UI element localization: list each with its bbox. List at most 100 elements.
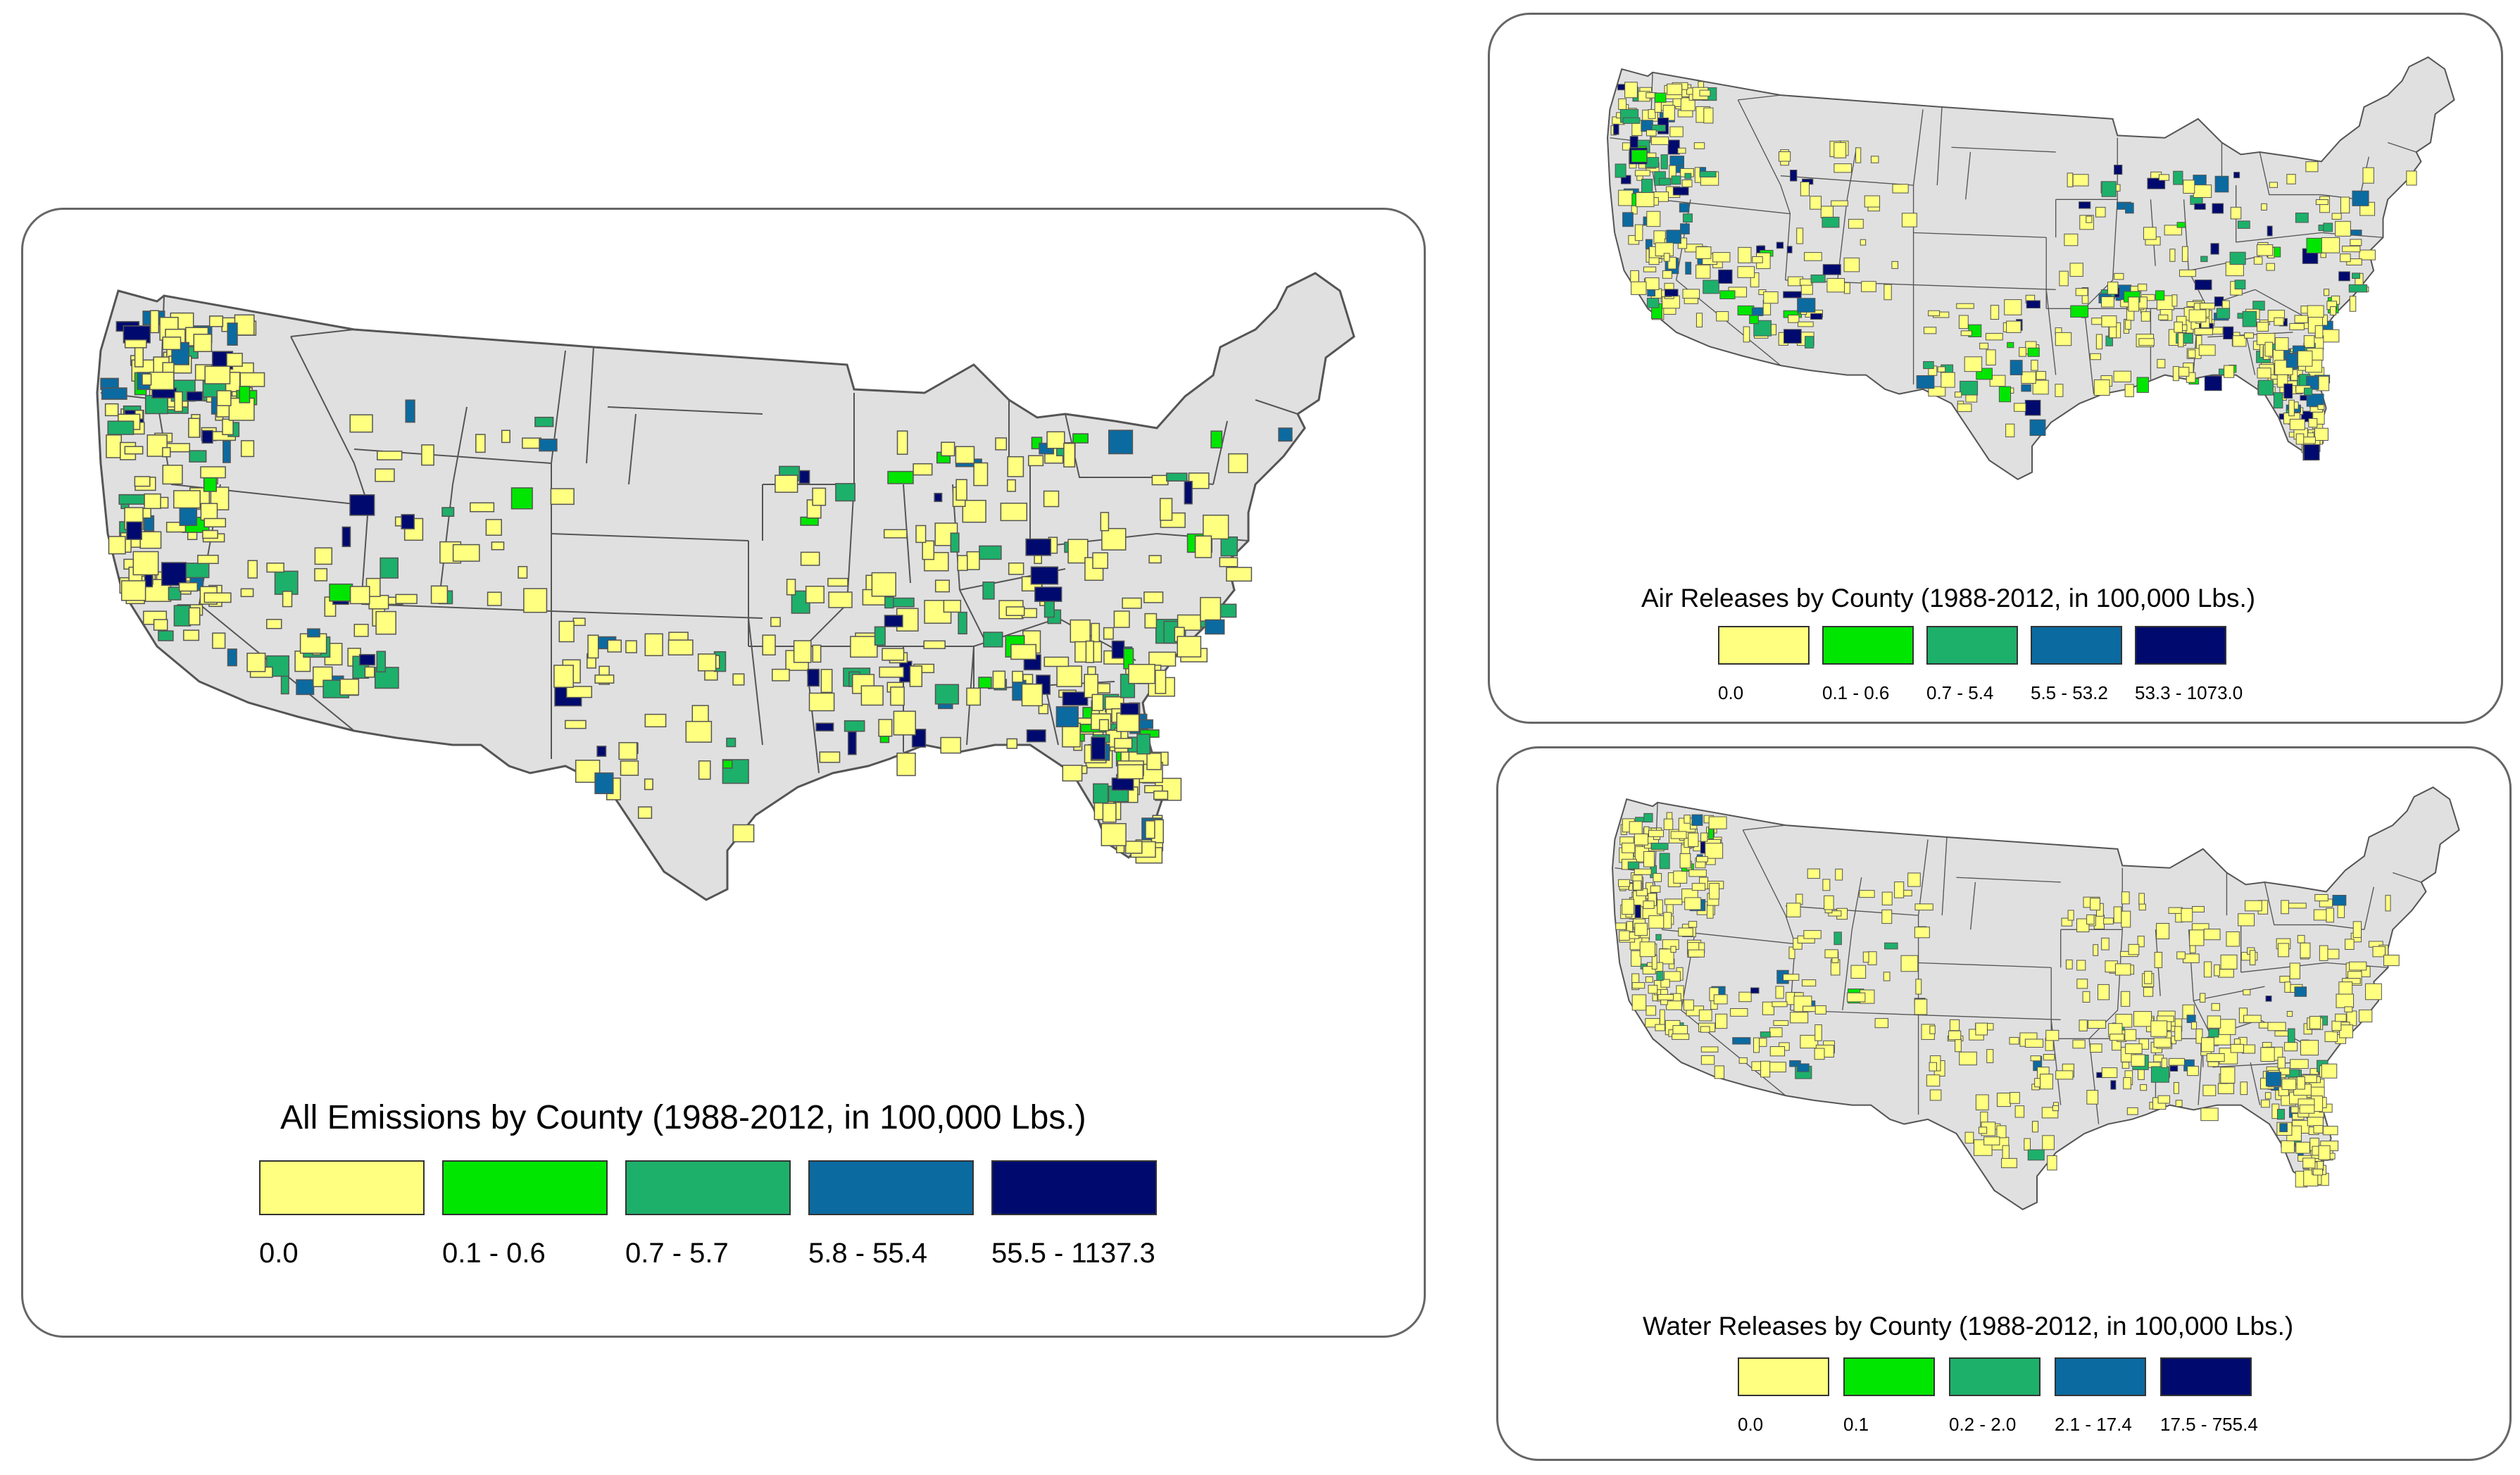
county-patch — [844, 720, 865, 732]
state-boundary — [1913, 232, 2047, 238]
county-patch — [2206, 1053, 2225, 1062]
county-patch — [667, 639, 694, 655]
state-boundary — [2393, 872, 2421, 883]
county-patch — [850, 636, 878, 658]
county-patch — [178, 582, 198, 592]
county-patch — [1884, 942, 1898, 950]
county-patch — [2314, 427, 2328, 441]
county-patch — [2295, 212, 2309, 223]
county-patch — [957, 555, 968, 571]
county-patch — [995, 437, 1008, 451]
county-patch — [637, 806, 653, 819]
county-patch — [2203, 929, 2221, 941]
county-patch — [1278, 427, 1293, 442]
county-patch — [884, 615, 903, 627]
state-boundary — [1965, 151, 1972, 200]
county-patch — [1797, 1063, 1810, 1072]
county-patch — [2157, 1095, 2171, 1104]
county-patch — [2113, 370, 2131, 383]
county-patch — [430, 585, 449, 604]
all-emissions-map — [96, 272, 1355, 901]
county-patch — [247, 560, 258, 579]
county-patch — [2237, 220, 2250, 229]
county-patch — [1914, 998, 1928, 1015]
county-patch — [2281, 1078, 2297, 1091]
county-patch — [1672, 187, 1689, 196]
county-patch — [2181, 908, 2193, 922]
county-patch — [2186, 1015, 2196, 1024]
county-patch — [441, 507, 455, 517]
county-patch — [2155, 290, 2165, 301]
county-patch — [1907, 872, 1921, 887]
state-boundary — [2364, 886, 2374, 930]
county-patch — [2036, 370, 2046, 380]
county-patch — [1662, 104, 1675, 121]
county-patch — [518, 565, 528, 579]
county-patch — [1093, 783, 1109, 804]
county-patch — [1651, 955, 1657, 969]
county-patch — [134, 476, 151, 487]
county-patch — [1672, 1033, 1690, 1040]
county-patch — [2249, 950, 2256, 966]
county-patch — [896, 752, 916, 777]
county-patch — [1220, 536, 1239, 557]
county-patch — [2061, 917, 2073, 927]
county-patch — [1843, 257, 1860, 272]
county-patch — [2286, 174, 2296, 184]
county-patch — [1648, 829, 1664, 837]
county-patch — [1659, 948, 1674, 965]
county-patch — [1634, 922, 1648, 936]
county-patch — [222, 440, 231, 463]
county-patch — [2314, 894, 2328, 902]
county-patch — [2256, 322, 2269, 332]
county-patch — [2338, 271, 2350, 282]
county-patch — [2207, 1015, 2221, 1029]
county-patch — [1634, 833, 1649, 846]
county-patch — [1092, 552, 1108, 570]
county-patch — [2281, 1140, 2295, 1153]
county-patch — [828, 591, 853, 608]
county-patch — [1923, 360, 1934, 370]
county-patch — [2335, 1013, 2347, 1022]
state-boundary — [1918, 1014, 2061, 1021]
county-patch — [2204, 375, 2222, 391]
county-patch — [1883, 972, 1891, 981]
state-boundary — [1941, 836, 1948, 916]
county-patch — [1636, 192, 1655, 208]
county-patch — [2178, 332, 2184, 348]
county-patch — [1012, 670, 1024, 683]
county-patch — [1807, 868, 1820, 879]
county-patch — [375, 610, 396, 635]
county-patch — [216, 390, 232, 406]
county-patch — [2093, 944, 2099, 956]
county-patch — [1677, 147, 1686, 154]
state-boundary — [628, 413, 637, 485]
county-patch — [2318, 1145, 2331, 1160]
county-patch — [2243, 1015, 2262, 1023]
county-patch — [2284, 981, 2291, 993]
county-patch — [208, 315, 224, 327]
county-patch — [1929, 1089, 1942, 1101]
county-patch — [2188, 309, 2207, 322]
county-patch — [966, 551, 980, 570]
county-patch — [2173, 1081, 2179, 1094]
county-patch — [1034, 586, 1062, 602]
county-patch — [1108, 429, 1134, 455]
water-releases-map — [1612, 786, 2460, 1210]
county-patch — [1111, 640, 1125, 659]
county-patch — [1924, 327, 1937, 334]
county-patch — [950, 532, 960, 553]
county-patch — [2031, 1121, 2039, 1133]
county-patch — [2214, 964, 2220, 977]
county-patch — [1786, 903, 1801, 917]
county-patch — [847, 731, 857, 755]
county-patch — [2158, 314, 2169, 320]
county-patch — [2144, 970, 2152, 984]
county-patch — [2257, 368, 2271, 379]
state-boundary — [2388, 142, 2416, 153]
county-patch — [820, 669, 833, 693]
county-patch — [2133, 1011, 2152, 1027]
state-boundary — [2259, 151, 2321, 196]
county-patch — [280, 674, 289, 695]
state-boundary — [748, 617, 763, 746]
